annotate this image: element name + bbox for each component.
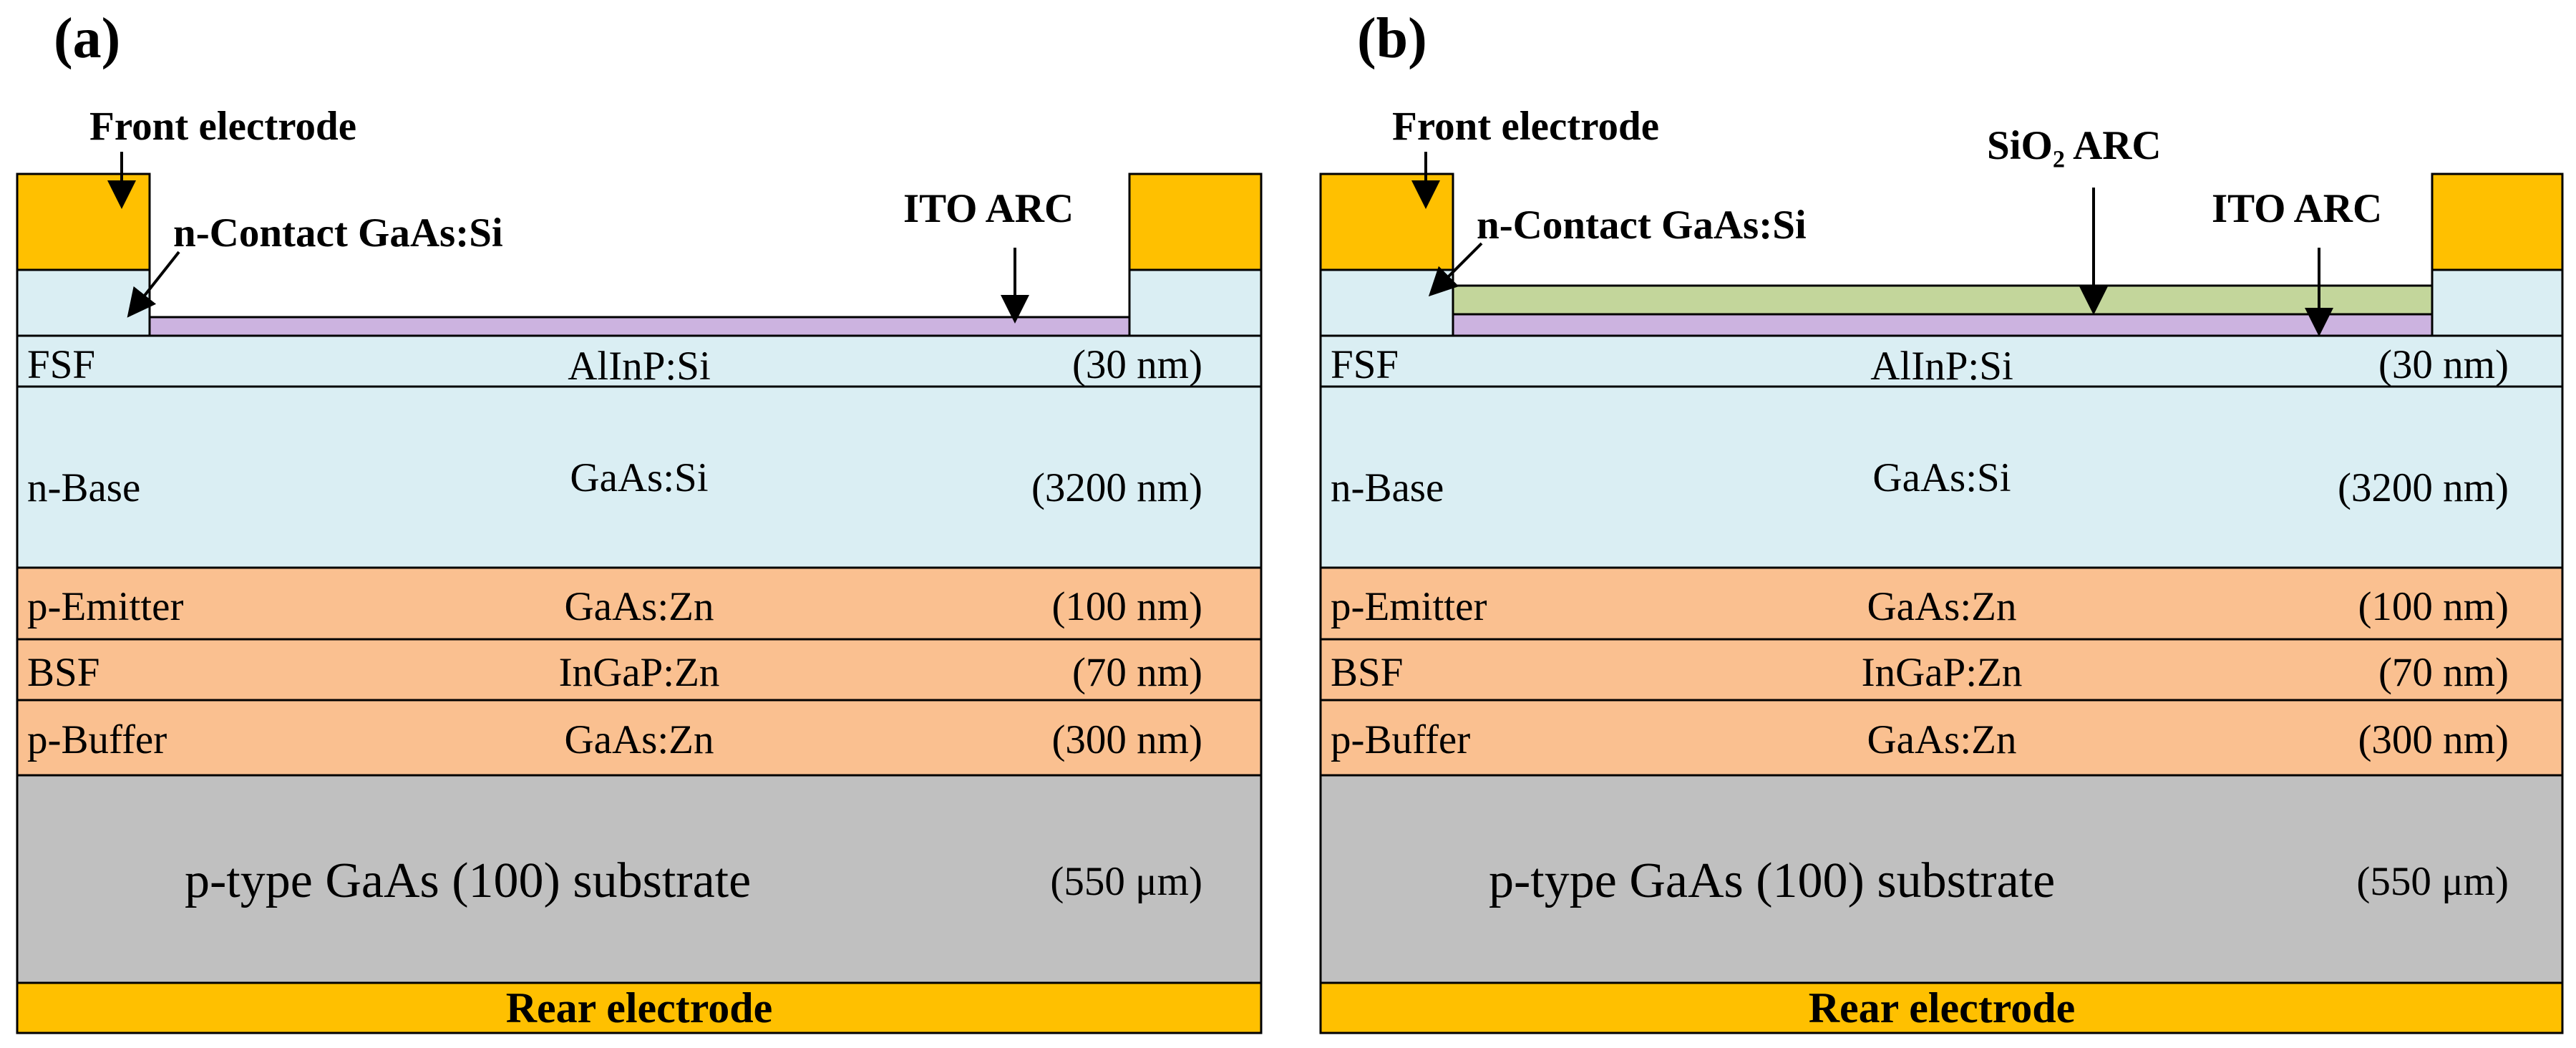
panel-b-label: (b)	[1357, 7, 1427, 70]
layer-thickness: (3200 nm)	[1031, 465, 1202, 510]
n-contact-arrow	[1428, 242, 1483, 297]
layer-thickness: (100 nm)	[2358, 584, 2509, 629]
layer-name: p-Buffer	[27, 717, 167, 762]
layer-name: p-Emitter	[27, 584, 183, 629]
rear-electrode	[1319, 981, 2564, 1034]
bsf-layer	[1319, 638, 2564, 702]
layer-material: AlInP:Si	[568, 344, 711, 389]
layer-material: AlInP:Si	[1870, 344, 2013, 389]
substrate-layer	[1319, 774, 2564, 984]
substrate-thickness: (550 μm)	[2356, 859, 2509, 904]
layer-thickness: (300 nm)	[2358, 717, 2509, 762]
layer-material: InGaP:Zn	[1862, 650, 2023, 695]
n-contact-label: n-Contact GaAs:Si	[173, 210, 503, 256]
front-electrode-left	[1319, 173, 1454, 271]
layer-name: p-Emitter	[1331, 584, 1487, 629]
layer-material: GaAs:Zn	[565, 584, 714, 629]
p-emitter-layer	[1319, 566, 2564, 641]
layer-material: GaAs:Si	[570, 455, 708, 500]
n-base-layer	[16, 385, 1263, 569]
panel-b: (b) Rear electrode p-type GaAs (100) sub…	[1319, 7, 2564, 1034]
n-contact-left	[1319, 268, 1454, 337]
substrate-thickness: (550 μm)	[1050, 859, 1202, 904]
fsf-layer	[16, 334, 1263, 388]
front-electrode-label: Front electrode	[89, 104, 356, 149]
layer-thickness: (70 nm)	[1072, 650, 1202, 695]
n-contact-arrow	[127, 251, 180, 318]
panel-a: (a) Rear electrode p-type GaAs (100) sub…	[16, 7, 1263, 1034]
layer-thickness: (300 nm)	[1051, 717, 1202, 762]
substrate-name: p-type GaAs (100) substrate	[1489, 853, 2055, 908]
layer-material: GaAs:Zn	[1867, 717, 2017, 762]
layer-material: InGaP:Zn	[559, 650, 720, 695]
bsf-layer	[16, 638, 1263, 702]
front-electrode-right	[2431, 173, 2564, 271]
layer-material: GaAs:Zn	[565, 717, 714, 762]
layer-name: FSF	[27, 342, 95, 387]
substrate-layer	[16, 774, 1263, 984]
sio2-arc-label: SiO₂ ARC	[1987, 123, 2162, 168]
ito-arc-label: ITO ARC	[903, 186, 1074, 231]
sio2-arc-layer	[1452, 284, 2434, 316]
substrate-name: p-type GaAs (100) substrate	[185, 853, 751, 908]
layer-material: GaAs:Zn	[1867, 584, 2017, 629]
rear-electrode-label: Rear electrode	[1809, 984, 2076, 1032]
n-contact-left	[16, 268, 151, 337]
front-electrode-left	[16, 173, 151, 271]
layer-name: FSF	[1331, 342, 1399, 387]
panel-a-label: (a)	[54, 7, 120, 70]
layer-name: n-Base	[1331, 465, 1444, 510]
n-contact-right	[1128, 268, 1263, 337]
layer-thickness: (30 nm)	[2378, 342, 2509, 387]
rear-electrode-label: Rear electrode	[506, 984, 773, 1032]
ito-arc-label: ITO ARC	[2212, 186, 2382, 231]
layer-name: BSF	[1331, 650, 1403, 695]
ito-arc-layer	[1452, 313, 2434, 337]
layer-thickness: (70 nm)	[2378, 650, 2509, 695]
layer-name: n-Base	[27, 465, 140, 510]
rear-electrode	[16, 981, 1263, 1034]
front-electrode-label: Front electrode	[1392, 104, 1659, 149]
layer-name: BSF	[27, 650, 99, 695]
n-base-layer	[1319, 385, 2564, 569]
layer-thickness: (3200 nm)	[2338, 465, 2509, 510]
front-electrode-right	[1128, 173, 1263, 271]
layer-thickness: (100 nm)	[1051, 584, 1202, 629]
layer-thickness: (30 nm)	[1072, 342, 1202, 387]
n-contact-right	[2431, 268, 2564, 337]
layer-name: p-Buffer	[1331, 717, 1470, 762]
ito-arc-layer	[148, 316, 1131, 337]
n-contact-label: n-Contact GaAs:Si	[1477, 203, 1807, 248]
layer-material: GaAs:Si	[1872, 455, 2011, 500]
p-emitter-layer	[16, 566, 1263, 641]
